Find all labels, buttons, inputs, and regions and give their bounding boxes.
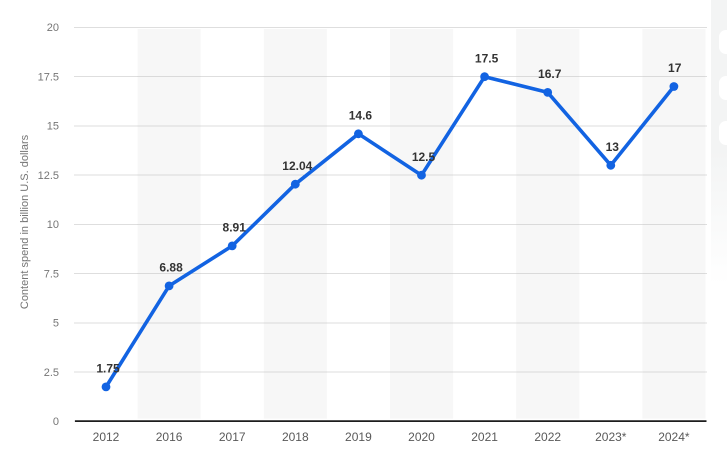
svg-text:2024*: 2024* (658, 430, 690, 444)
svg-text:12.5: 12.5 (38, 170, 59, 182)
svg-text:2012: 2012 (93, 430, 120, 444)
svg-text:17: 17 (668, 61, 682, 75)
svg-text:Content spend in billion U.S.: Content spend in billion U.S. dollars (19, 134, 31, 309)
svg-text:2021: 2021 (471, 430, 498, 444)
svg-text:1.75: 1.75 (96, 362, 120, 376)
svg-text:0: 0 (53, 416, 59, 428)
svg-text:2016: 2016 (156, 430, 183, 444)
svg-text:2017: 2017 (219, 430, 246, 444)
svg-text:12.5: 12.5 (412, 150, 436, 164)
svg-text:15: 15 (47, 121, 59, 133)
svg-text:7.5: 7.5 (44, 269, 59, 281)
svg-text:20: 20 (47, 22, 59, 34)
svg-text:2019: 2019 (345, 430, 372, 444)
svg-text:10: 10 (47, 219, 59, 231)
svg-text:5: 5 (53, 318, 59, 330)
svg-text:2.5: 2.5 (44, 367, 59, 379)
svg-text:2022: 2022 (534, 430, 561, 444)
svg-text:2018: 2018 (282, 430, 309, 444)
svg-text:2020: 2020 (408, 430, 435, 444)
svg-text:12.04: 12.04 (282, 159, 312, 173)
svg-text:2023*: 2023* (595, 430, 627, 444)
svg-text:17.5: 17.5 (475, 51, 499, 65)
svg-text:6.88: 6.88 (159, 261, 183, 275)
svg-text:17.5: 17.5 (38, 72, 59, 84)
svg-text:13: 13 (606, 140, 620, 154)
svg-text:8.91: 8.91 (223, 221, 247, 235)
svg-text:16.7: 16.7 (538, 67, 562, 81)
svg-text:14.6: 14.6 (349, 109, 373, 123)
